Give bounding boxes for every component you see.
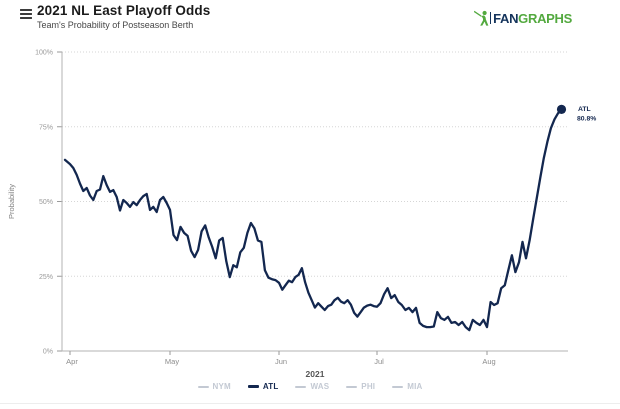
legend-label: ATL: [262, 382, 279, 391]
y-tick-label: 0%: [43, 349, 53, 356]
legend-label: PHI: [361, 382, 376, 391]
bottom-divider: [0, 403, 620, 404]
y-tick-label: 100%: [35, 50, 53, 57]
legend-marker: [247, 385, 259, 388]
y-tick-label: 75%: [39, 124, 53, 131]
logo-text-fan: FAN: [493, 10, 519, 26]
hamburger-menu-icon[interactable]: [20, 9, 32, 20]
fangraphs-logo[interactable]: FAN GRAPHS: [473, 10, 572, 26]
x-tick-label: Jun: [275, 357, 287, 366]
odds-line-chart: 0% 25% 50% 75% 100% Apr May Jun Jul Aug 2021 Probab…: [7, 50, 596, 380]
legend-label: WAS: [310, 382, 330, 391]
legend-item-atl[interactable]: ATL: [247, 382, 279, 391]
legend-marker: [295, 385, 307, 388]
series-end-label-value: 80.8%: [577, 116, 596, 123]
x-axis-title: 2021: [306, 369, 325, 379]
x-tick-label: Aug: [482, 357, 495, 366]
legend-marker: [197, 385, 209, 388]
legend-item-nym[interactable]: NYM: [197, 382, 231, 391]
y-tick-label: 50%: [39, 199, 53, 206]
title-block: 2021 NL East Playoff Odds Team's Probabi…: [37, 3, 210, 30]
hamburger-bar: [20, 13, 32, 15]
x-tick-label: Apr: [66, 357, 78, 366]
x-tick-label: May: [165, 357, 179, 366]
logo-text-graphs: GRAPHS: [518, 10, 572, 26]
legend-label: MIA: [407, 382, 423, 391]
legend-label: NYM: [212, 382, 231, 391]
legend-marker: [346, 385, 358, 388]
y-tick-label: 25%: [39, 274, 53, 281]
chart-legend: NYM ATL WAS PHI MIA: [0, 382, 620, 391]
fangraphs-batter-icon: [473, 10, 488, 26]
hamburger-bar: [20, 9, 32, 11]
hamburger-bar: [20, 17, 32, 19]
chart-title: 2021 NL East Playoff Odds: [37, 3, 211, 18]
legend-item-was[interactable]: WAS: [295, 382, 329, 391]
atl-series-line[interactable]: [63, 108, 563, 332]
chart-subtitle: Team's Probability of Postseason Berth: [37, 20, 194, 30]
atl-last-point-marker[interactable]: [556, 104, 567, 114]
y-axis-title: Probability: [7, 184, 16, 219]
x-tick-label: Jul: [374, 357, 384, 366]
series-end-label-team: ATL: [578, 106, 591, 113]
logo-divider: [489, 12, 492, 24]
legend-marker: [392, 385, 404, 388]
legend-item-mia[interactable]: MIA: [392, 382, 422, 391]
legend-item-phi[interactable]: PHI: [346, 382, 375, 391]
